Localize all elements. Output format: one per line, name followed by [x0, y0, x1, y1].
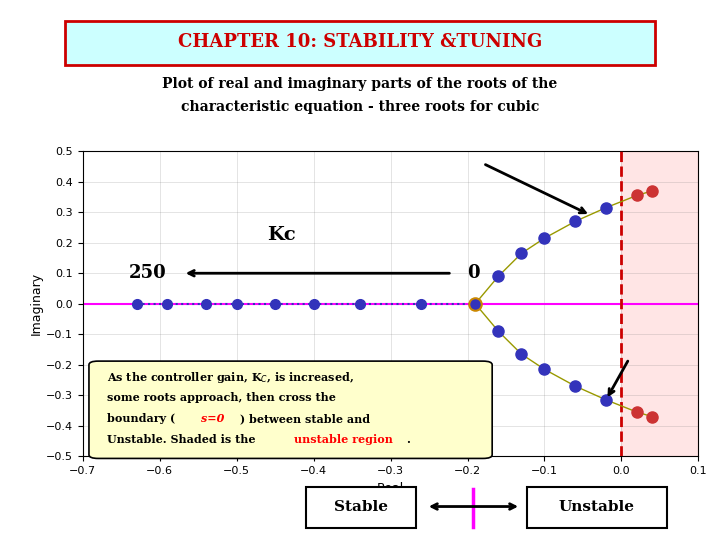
- Y-axis label: Imaginary: Imaginary: [30, 272, 43, 335]
- Text: Stable: Stable: [334, 500, 388, 514]
- FancyBboxPatch shape: [65, 21, 655, 65]
- X-axis label: Real: Real: [377, 482, 404, 495]
- Text: .: .: [406, 434, 410, 445]
- Text: boundary (: boundary (: [107, 413, 176, 424]
- FancyBboxPatch shape: [305, 487, 416, 528]
- FancyBboxPatch shape: [89, 361, 492, 458]
- Text: characteristic equation - three roots for cubic: characteristic equation - three roots fo…: [181, 100, 539, 114]
- Text: Plot of real and imaginary parts of the roots of the: Plot of real and imaginary parts of the …: [163, 77, 557, 91]
- Text: 0: 0: [467, 264, 480, 282]
- Text: Unstable. Shaded is the: Unstable. Shaded is the: [107, 434, 260, 445]
- Text: 250: 250: [129, 264, 167, 282]
- Text: unstable region: unstable region: [294, 434, 392, 445]
- Text: ) between stable and: ) between stable and: [240, 413, 370, 424]
- Text: s=0: s=0: [201, 413, 224, 424]
- Bar: [621, 151, 698, 456]
- Text: some roots approach, then cross the: some roots approach, then cross the: [107, 393, 336, 403]
- Text: Kc: Kc: [267, 226, 296, 244]
- Text: CHAPTER 10: STABILITY &TUNING: CHAPTER 10: STABILITY &TUNING: [178, 33, 542, 51]
- Text: As the controller gain, K$_C$, is increased,: As the controller gain, K$_C$, is increa…: [107, 370, 354, 384]
- FancyBboxPatch shape: [527, 487, 667, 528]
- Text: Unstable: Unstable: [559, 500, 635, 514]
